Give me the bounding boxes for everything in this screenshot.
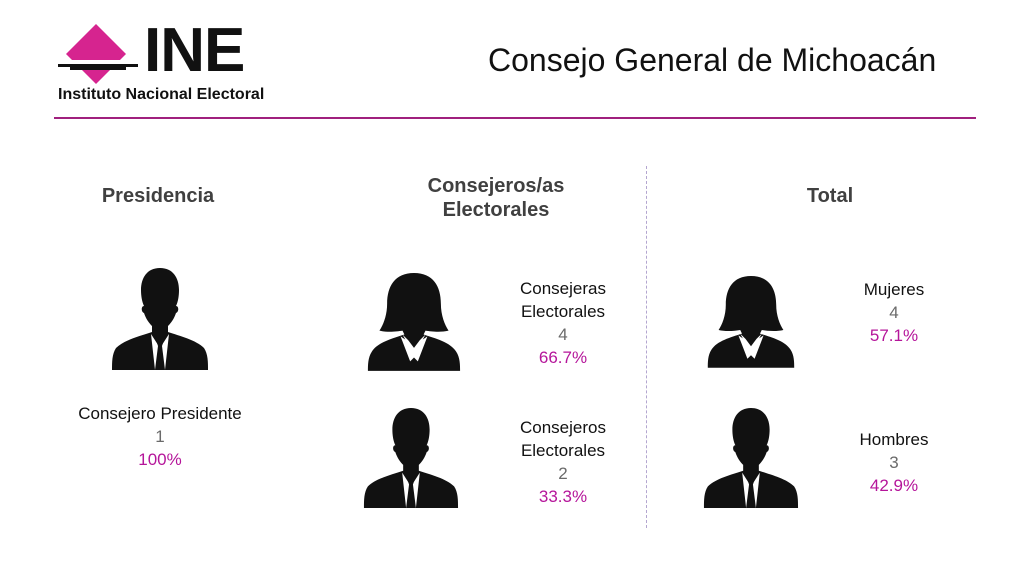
mujeres-count: 4 [889, 303, 899, 322]
page-title: Consejo General de Michoacán [488, 42, 937, 78]
woman-silhouette-icon [366, 270, 462, 372]
hombres-label: Hombres [859, 430, 929, 449]
consejeros-heading-line1: Consejeros/as [427, 175, 565, 197]
hombres-count: 3 [889, 453, 899, 472]
consejeras-label-line2: Electorales [520, 302, 606, 321]
presidencia-label: Consejero Presidente [78, 404, 242, 423]
consejeros-count: 2 [558, 464, 568, 483]
consejeras-label-line1: Consejeras [520, 279, 606, 298]
consejeras-stat: Consejeras Electorales 4 66.7% [490, 277, 636, 369]
logo-subtitle: Instituto Nacional Electoral [58, 86, 265, 103]
presidencia-count: 1 [155, 427, 165, 446]
man-silhouette-icon [362, 406, 460, 508]
presidencia-stat: Consejero Presidente 1 100% [40, 402, 280, 471]
mujeres-percent: 57.1% [869, 326, 919, 345]
logo-wordmark: INE [144, 16, 245, 85]
mujeres-stat: Mujeres 4 57.1% [834, 278, 954, 347]
consejeros-percent: 33.3% [538, 487, 588, 506]
consejeras-percent: 66.7% [538, 348, 588, 367]
consejeros-heading-line2: Electorales [442, 199, 550, 221]
consejeros-stat: Consejeros Electorales 2 33.3% [490, 416, 636, 508]
section-divider [646, 166, 647, 528]
woman-silhouette-icon [706, 270, 796, 372]
ine-logo: INE Instituto Nacional Electoral [56, 16, 306, 106]
consejeros-label-line1: Consejeros [520, 418, 606, 437]
consejeras-count: 4 [558, 325, 568, 344]
ballot-box-icon [58, 24, 138, 84]
hombres-percent: 42.9% [869, 476, 919, 495]
consejeros-label-line2: Electorales [520, 441, 606, 460]
man-silhouette-icon [110, 266, 210, 370]
consejeros-heading: Consejeros/as Electorales [396, 174, 596, 222]
hombres-stat: Hombres 3 42.9% [834, 428, 954, 497]
mujeres-label: Mujeres [863, 280, 925, 299]
presidencia-percent: 100% [138, 450, 182, 469]
presidencia-heading: Presidencia [101, 185, 215, 207]
header-divider [54, 117, 976, 119]
man-silhouette-icon [702, 406, 800, 508]
total-heading: Total [806, 185, 854, 207]
